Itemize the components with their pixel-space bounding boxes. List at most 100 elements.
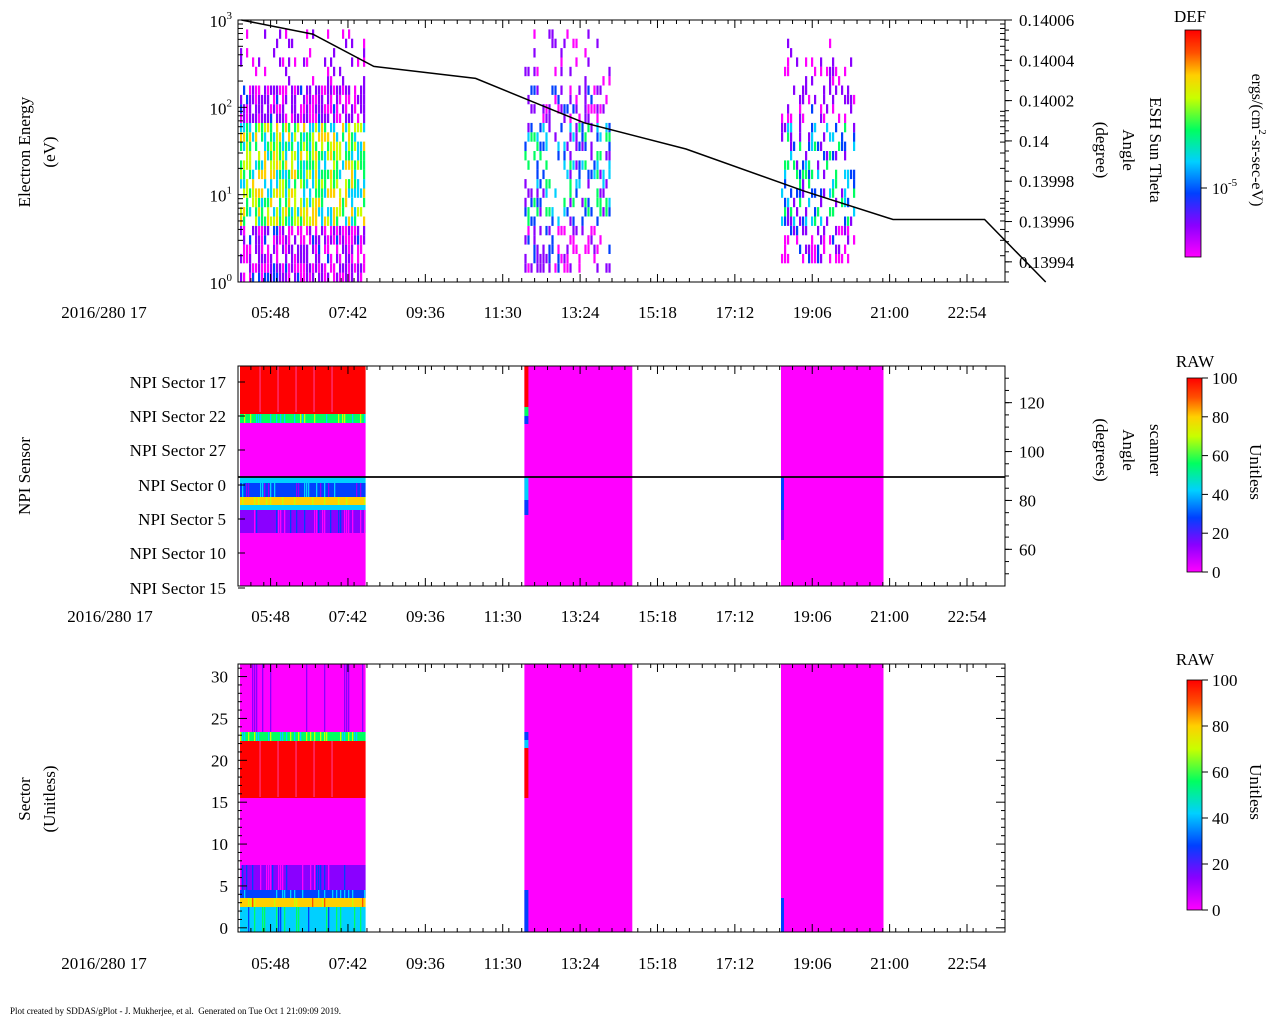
energy-cell (243, 85, 246, 95)
energy-cell (270, 113, 273, 123)
npi-cell-noise (290, 497, 292, 505)
x-tick-label: 13:24 (561, 303, 600, 322)
energy-cell (539, 179, 542, 189)
energy-cell (342, 225, 345, 236)
energy-cell (814, 244, 817, 254)
energy-cell (560, 225, 563, 236)
energy-cell (306, 272, 309, 282)
sector-cell-noise (354, 865, 356, 890)
npi-cell-noise (312, 497, 314, 505)
energy-cell (342, 244, 345, 254)
energy-cell (605, 263, 608, 273)
npi-cell-noise (342, 414, 344, 423)
energy-cell (327, 29, 330, 39)
energy-cell (802, 169, 805, 180)
sector-cell (524, 664, 633, 932)
energy-cell (303, 94, 306, 105)
npi-cell-noise (268, 483, 270, 497)
energy-cell (330, 263, 333, 273)
energy-cell (805, 85, 808, 95)
energy-cell (853, 235, 856, 245)
energy-cell (572, 104, 575, 114)
energy-cell (336, 235, 339, 245)
energy-cell (802, 225, 805, 236)
energy-cell (575, 179, 578, 189)
energy-cell (261, 216, 264, 226)
energy-cell (330, 169, 333, 180)
energy-cell (294, 216, 297, 226)
energy-cell (330, 253, 333, 264)
npi-cell-noise (276, 510, 278, 533)
energy-cell (348, 216, 351, 226)
energy-cell (351, 263, 354, 273)
npi-cell-noise (250, 414, 252, 423)
sector-cell-noise (330, 898, 332, 907)
energy-cell (312, 179, 315, 189)
npi-cell-noise (342, 510, 344, 533)
energy-cell (596, 169, 599, 180)
npi-cell-noise (252, 414, 254, 423)
energy-cell (805, 76, 808, 86)
energy-cell (575, 38, 578, 49)
energy-cell (342, 263, 345, 273)
energy-cell (790, 207, 793, 217)
energy-cell (363, 225, 366, 236)
energy-cell (315, 113, 318, 123)
energy-cell (853, 132, 856, 142)
energy-cell (354, 225, 357, 236)
energy-cell (569, 113, 572, 123)
energy-tick-label: 101 (210, 185, 233, 206)
energy-cell (276, 141, 279, 151)
energy-cell (267, 207, 270, 217)
energy-cell (255, 66, 258, 77)
energy-cell (321, 94, 324, 105)
energy-cell (784, 207, 787, 217)
energy-cell (560, 66, 563, 77)
energy-cell (835, 244, 838, 254)
energy-cell (303, 272, 306, 282)
energy-cell (784, 169, 787, 180)
sector-cell-noise (344, 890, 346, 898)
energy-cell (261, 263, 264, 273)
sector-cell-noise (328, 664, 330, 732)
energy-cell (321, 141, 324, 151)
energy-cell (333, 207, 336, 217)
energy-cell (249, 113, 252, 123)
energy-cell (264, 113, 267, 123)
energy-cell (243, 235, 246, 245)
energy-cell (787, 253, 790, 264)
energy-cell (258, 253, 261, 264)
sector-cell-noise (280, 664, 282, 732)
energy-cell (300, 113, 303, 123)
x-tick-label: 05:48 (251, 954, 290, 973)
energy-cell (297, 141, 300, 151)
energy-cell (306, 104, 309, 114)
energy-cell (279, 263, 282, 273)
energy-cell (835, 179, 838, 189)
energy-cell (246, 122, 249, 133)
npi-cell-noise (266, 510, 268, 533)
energy-cell (339, 207, 342, 217)
energy-cell (572, 160, 575, 170)
energy-cell (240, 253, 243, 264)
energy-cell (285, 263, 288, 273)
energy-cell (270, 188, 273, 198)
energy-cell (333, 122, 336, 133)
npi-cell-noise (254, 510, 256, 533)
energy-cell (536, 197, 539, 208)
energy-cell (315, 188, 318, 198)
energy-cell (348, 253, 351, 264)
energy-cell (832, 76, 835, 86)
raw-colorbar-tick-label: 100 (1212, 369, 1238, 388)
x-tick-label: 07:42 (329, 954, 368, 973)
npi-cell-noise (246, 497, 248, 505)
sector-cell-noise (332, 890, 334, 898)
energy-cell (318, 169, 321, 180)
energy-cell (569, 169, 572, 180)
energy-cell (844, 66, 847, 77)
energy-cell (608, 66, 611, 77)
npi-cell-noise (364, 497, 366, 505)
energy-cell (787, 38, 790, 49)
